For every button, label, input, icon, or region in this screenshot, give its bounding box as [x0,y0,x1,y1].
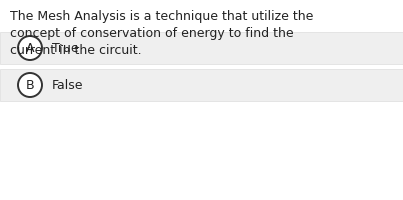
Circle shape [18,37,42,61]
Text: A: A [26,42,34,55]
Text: B: B [26,79,34,92]
Text: current in the circuit.: current in the circuit. [10,44,141,57]
Text: The Mesh Analysis is a technique that utilize the: The Mesh Analysis is a technique that ut… [10,10,314,23]
Text: concept of conservation of energy to find the: concept of conservation of energy to fin… [10,27,294,40]
FancyBboxPatch shape [0,33,403,65]
Circle shape [18,74,42,98]
Text: False: False [52,79,83,92]
Text: True: True [52,42,79,55]
FancyBboxPatch shape [0,70,403,101]
